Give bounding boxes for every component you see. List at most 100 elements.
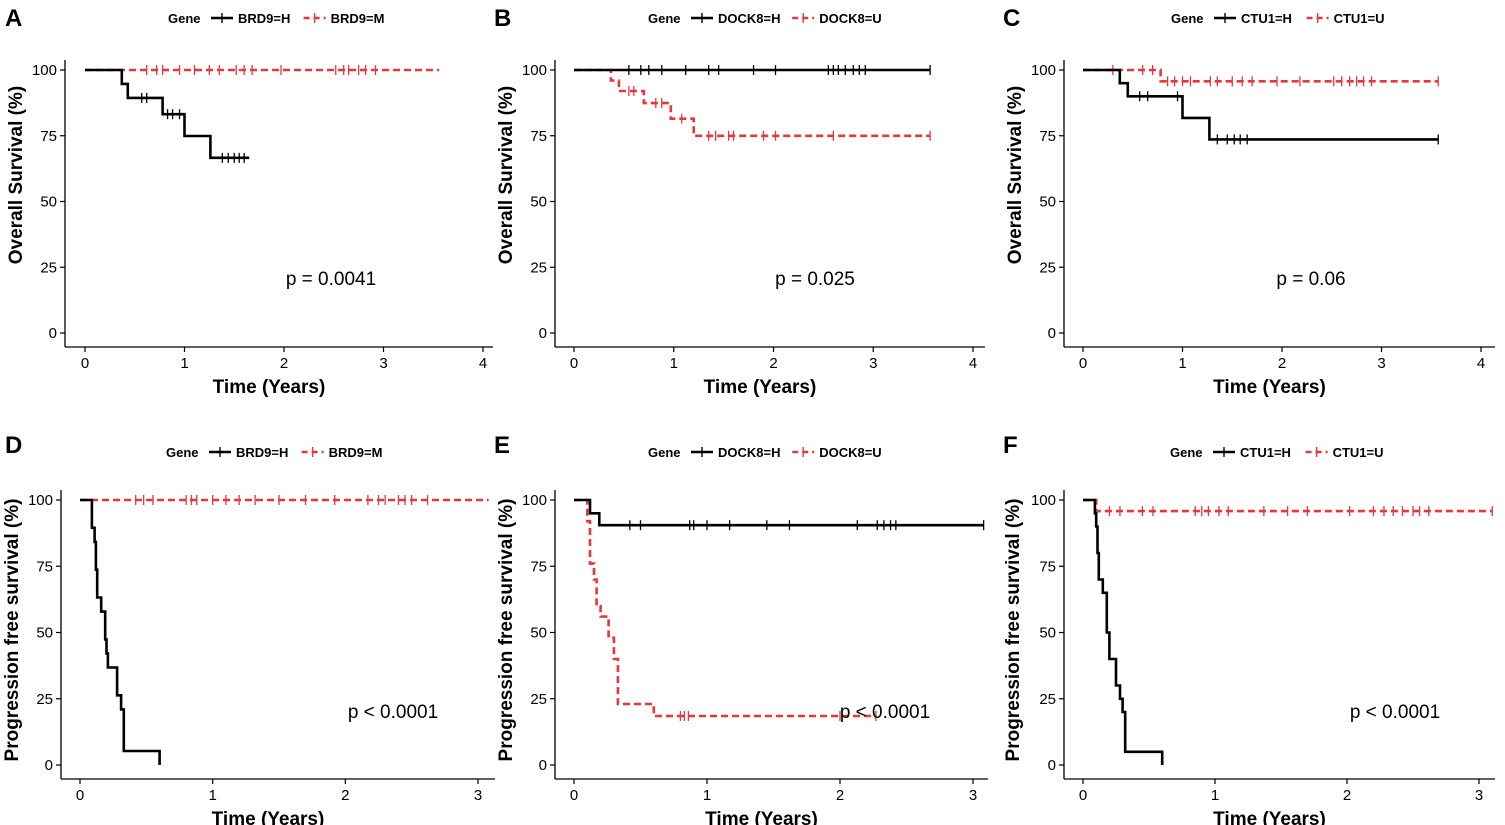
km-curve-brd9-h: [80, 498, 161, 765]
y-tick-label: 75: [1039, 128, 1056, 145]
y-tick-label: 25: [530, 691, 547, 708]
y-tick-label: 75: [1039, 558, 1056, 575]
y-tick-label: 50: [40, 194, 57, 211]
p-value: p < 0.0001: [840, 702, 930, 723]
legend-label: BRD9=M: [331, 11, 385, 26]
y-axis-title: Progression free survival (%): [2, 499, 23, 762]
x-tick-label: 0: [1079, 355, 1087, 372]
x-tick-label: 0: [81, 355, 89, 372]
y-tick-label: 25: [530, 259, 547, 276]
x-tick-label: 1: [1211, 787, 1219, 804]
x-axis-title: Time (Years): [704, 377, 817, 398]
km-curve-dock8-u: [574, 68, 931, 138]
legend: Gene BRD9=H BRD9=M: [168, 11, 384, 26]
x-tick-label: 2: [1278, 355, 1286, 372]
panel-label: C: [1003, 5, 1020, 32]
y-tick-label: 50: [530, 194, 547, 211]
legend-label: CTU1=H: [1240, 445, 1291, 460]
y-tick-label: 50: [530, 625, 547, 642]
x-tick-label: 2: [769, 355, 777, 372]
km-curve-dock8-u: [574, 498, 876, 718]
legend: Gene CTU1=H CTU1=U: [1170, 445, 1384, 460]
km-curve-brd9-h: [85, 68, 250, 160]
y-tick-label: 0: [539, 325, 547, 342]
km-curve-dock8-h: [574, 498, 984, 527]
panel-f: F Gene CTU1=H CTU1=U 0 25 50 75 100 0 1 2 3 Time (Yea…: [1003, 432, 1495, 825]
legend: Gene CTU1=H CTU1=U: [1171, 11, 1385, 26]
x-tick-label: 2: [1343, 787, 1351, 804]
panel-label: F: [1003, 432, 1018, 459]
panel-label: D: [5, 432, 22, 459]
x-tick-label: 3: [379, 355, 387, 372]
x-tick-label: 3: [1475, 787, 1483, 804]
p-value: p < 0.0001: [1350, 702, 1440, 723]
legend: Gene DOCK8=H DOCK8=U: [648, 11, 882, 26]
p-value: p = 0.06: [1276, 269, 1345, 290]
x-tick-label: 0: [570, 355, 578, 372]
legend-title: Gene: [168, 11, 201, 26]
x-tick-label: 1: [208, 787, 216, 804]
legend-label: CTU1=U: [1333, 445, 1384, 460]
legend-title: Gene: [648, 11, 681, 26]
y-tick-label: 50: [1039, 625, 1056, 642]
y-tick-label: 25: [1039, 691, 1056, 708]
panel-label: B: [494, 5, 511, 32]
y-axis-title: Progression free survival (%): [496, 499, 517, 762]
p-value: p < 0.0001: [348, 702, 438, 723]
panel-label: A: [5, 5, 22, 32]
y-axis-title: Progression free survival (%): [1003, 499, 1024, 762]
y-tick-label: 0: [1048, 325, 1056, 342]
x-tick-label: 1: [670, 355, 678, 372]
x-tick-label: 3: [869, 355, 877, 372]
legend-title: Gene: [1171, 11, 1204, 26]
legend-label: DOCK8=H: [718, 445, 781, 460]
y-tick-label: 50: [1039, 194, 1056, 211]
x-tick-label: 0: [570, 787, 578, 804]
x-axis-title: Time (Years): [1213, 809, 1326, 825]
x-tick-label: 4: [1477, 355, 1485, 372]
legend-title: Gene: [166, 445, 199, 460]
legend-label: BRD9=H: [236, 445, 288, 460]
y-axis-title: Overall Survival (%): [496, 86, 517, 264]
panel-e: E Gene DOCK8=H DOCK8=U 0 25 50 75 100 0 1 2 3 Time (Y…: [494, 432, 988, 825]
x-axis-title: Time (Years): [213, 377, 326, 398]
x-axis-title: Time (Years): [1213, 377, 1326, 398]
y-tick-label: 100: [522, 492, 547, 509]
y-tick-label: 25: [1039, 259, 1056, 276]
y-tick-label: 0: [1048, 757, 1056, 774]
y-tick-label: 100: [32, 62, 57, 79]
legend-label: BRD9=M: [329, 445, 383, 460]
y-tick-label: 50: [36, 625, 53, 642]
panel-a: A Gene BRD9=H BRD9=M 0 25 50 75 100 0 1 2 3 4 Time (Ye…: [5, 5, 493, 398]
x-tick-label: 2: [341, 787, 349, 804]
km-curve-ctu1-u: [1083, 68, 1439, 83]
y-tick-label: 100: [522, 62, 547, 79]
legend-label: DOCK8=H: [718, 11, 781, 26]
x-tick-label: 4: [479, 355, 487, 372]
y-tick-label: 25: [36, 691, 53, 708]
legend: Gene BRD9=H BRD9=M: [166, 445, 382, 460]
legend-label: CTU1=H: [1241, 11, 1292, 26]
panel-c: C Gene CTU1=H CTU1=U 0 25 50 75 100 0 1 2 3 4 Time (Ye…: [1003, 5, 1495, 398]
p-value: p = 0.025: [775, 269, 855, 290]
legend: Gene DOCK8=H DOCK8=U: [648, 445, 882, 460]
x-axis-title: Time (Years): [705, 809, 818, 825]
km-curve-ctu1-h: [1083, 498, 1164, 765]
y-axis-title: Overall Survival (%): [1005, 86, 1026, 264]
legend-label: DOCK8=U: [819, 445, 882, 460]
legend-label: DOCK8=U: [819, 11, 882, 26]
p-value: p = 0.0041: [286, 269, 376, 290]
y-tick-label: 75: [36, 558, 53, 575]
x-tick-label: 3: [1377, 355, 1385, 372]
legend-label: CTU1=U: [1334, 11, 1385, 26]
panel-b: B Gene DOCK8=H DOCK8=U 0 25 50 75 100 0 1 2 3 4 Time (…: [494, 5, 985, 398]
y-tick-label: 25: [40, 259, 57, 276]
x-tick-label: 1: [180, 355, 188, 372]
legend-label: BRD9=H: [238, 11, 290, 26]
x-tick-label: 4: [969, 355, 977, 372]
x-tick-label: 0: [76, 787, 84, 804]
panel-d: D Gene BRD9=H BRD9=M 0 25 50 75 100 0 1 2 3 Time (Yea…: [2, 432, 495, 825]
x-axis-title: Time (Years): [212, 809, 325, 825]
y-tick-label: 0: [45, 757, 53, 774]
